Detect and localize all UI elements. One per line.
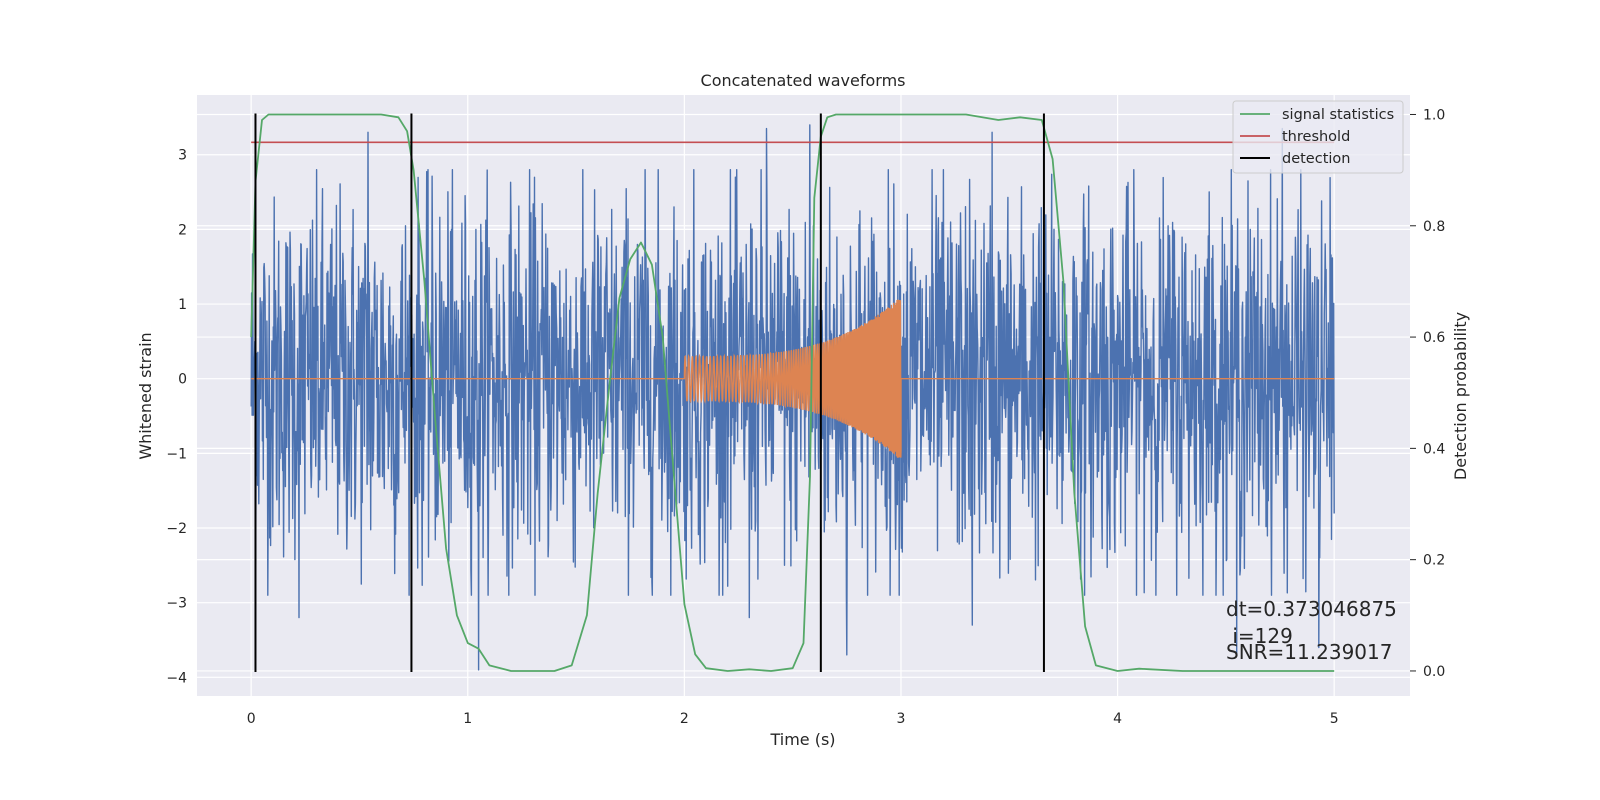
chirp-series-line <box>251 299 1335 458</box>
y-tick-label: −3 <box>166 596 187 612</box>
y-tick-label: −2 <box>166 521 187 537</box>
y2-tick-label: 0.6 <box>1423 330 1445 346</box>
plot-data <box>250 113 1335 672</box>
legend: signal statistics threshold detection <box>1232 100 1404 174</box>
chart-title: Concatenated waveforms <box>701 71 906 90</box>
y2-tick-label: 0.4 <box>1423 441 1445 457</box>
axes: 0 1 2 3 4 5 −4 −3 −2 −1 0 1 2 3 0.0 0.2 0.4 0.6 0.8 1.0 <box>166 107 1445 727</box>
y-tick-label: −1 <box>166 446 187 462</box>
x-tick-label: 2 <box>680 711 689 727</box>
y-tick-label: −4 <box>166 670 187 686</box>
y2-tick-label: 0.0 <box>1423 664 1445 680</box>
y-tick-label: 2 <box>178 222 187 238</box>
y2-tick-label: 0.2 <box>1423 553 1445 569</box>
annotation-index: i=129 <box>1226 624 1293 648</box>
y-axis-title: Whitened strain <box>136 332 155 459</box>
y-tick-label: 1 <box>178 297 187 313</box>
y2-tick-label: 1.0 <box>1423 107 1445 123</box>
y2-axis-title: Detection probability <box>1451 312 1470 480</box>
annotation-snr: SNR=11.239017 <box>1226 640 1392 664</box>
y-tick-label: 0 <box>178 372 187 388</box>
x-tick-label: 3 <box>897 711 906 727</box>
legend-label-statistics: signal statistics <box>1282 107 1394 123</box>
legend-label-detection: detection <box>1282 151 1350 167</box>
x-tick-label: 1 <box>463 711 472 727</box>
x-tick-label: 4 <box>1113 711 1122 727</box>
legend-box <box>1232 100 1404 174</box>
legend-label-threshold: threshold <box>1282 129 1350 145</box>
annotation-dt: dt=0.373046875 <box>1226 597 1397 621</box>
x-axis-title: Time (s) <box>769 730 835 749</box>
y2-tick-label: 0.8 <box>1423 219 1445 235</box>
x-tick-label: 0 <box>247 711 256 727</box>
annotations: dt=0.373046875 i=129 SNR=11.239017 <box>1226 597 1397 664</box>
y-tick-label: 3 <box>178 148 187 164</box>
x-tick-label: 5 <box>1330 711 1339 727</box>
